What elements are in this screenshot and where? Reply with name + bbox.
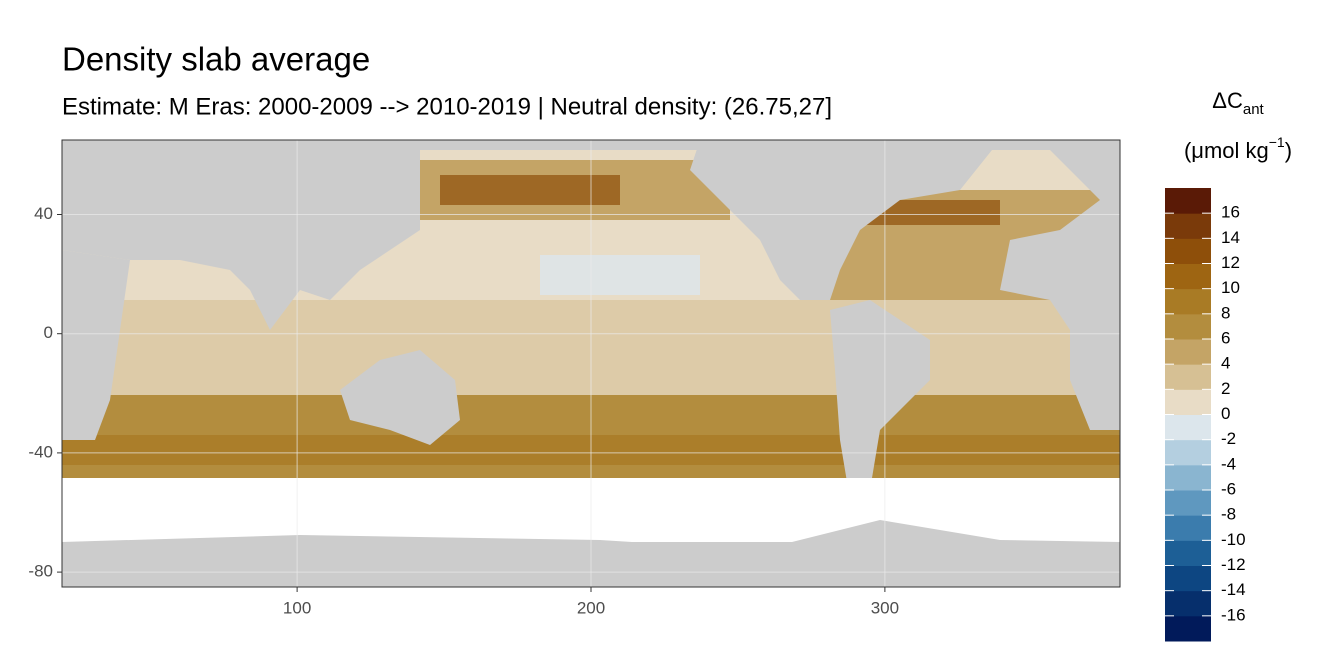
legend-label: -2 (1221, 429, 1236, 448)
x-tick-label: 200 (577, 598, 605, 617)
legend: -16 -14 -12 -10 -8 -6 -4 -2 0 2 4 6 8 10 12 14 16 (1165, 188, 1246, 642)
legend-swatch (1165, 490, 1211, 516)
legend-label: 14 (1221, 228, 1240, 247)
legend-swatch (1165, 515, 1211, 541)
legend-unit-close: ) (1285, 138, 1292, 163)
y-tick-label: 0 (44, 323, 53, 342)
axes: 100 200 300 -80 -40 0 40 (28, 204, 899, 618)
legend-swatch (1165, 540, 1211, 566)
legend-swatch (1165, 464, 1211, 491)
legend-swatch (1165, 364, 1211, 390)
legend-unit: (μmol kg−1) (1184, 134, 1292, 163)
legend-title-subscript: ant (1243, 101, 1265, 118)
legend-swatch (1165, 238, 1211, 264)
chart-subtitle: Estimate: M Eras: 2000-2009 --> 2010-201… (62, 93, 832, 120)
legend-label: 16 (1221, 203, 1240, 222)
grid (62, 140, 1120, 587)
legend-swatch (1165, 313, 1211, 340)
legend-swatch (1165, 389, 1211, 415)
land (830, 300, 930, 500)
legend-swatch (1165, 263, 1211, 290)
ocean-band (440, 175, 620, 205)
legend-swatch (1165, 565, 1211, 592)
legend-label: -4 (1221, 454, 1236, 473)
legend-swatch (1165, 590, 1211, 617)
land (690, 140, 1000, 300)
legend-label: 6 (1221, 328, 1230, 347)
legend-label: 8 (1221, 303, 1230, 322)
land (1000, 140, 1120, 430)
legend-swatch (1165, 414, 1211, 441)
legend-label: 2 (1221, 379, 1230, 398)
map (62, 140, 1120, 587)
legend-swatch (1165, 615, 1211, 642)
y-tick-label: 40 (34, 204, 53, 223)
ocean-band (540, 255, 700, 295)
legend-label: -12 (1221, 555, 1246, 574)
legend-label: 12 (1221, 253, 1240, 272)
legend-swatch (1165, 213, 1211, 239)
legend-label: -16 (1221, 605, 1246, 624)
land (62, 140, 420, 330)
land (62, 250, 130, 440)
y-tick-label: -40 (28, 442, 53, 461)
legend-label: -6 (1221, 479, 1236, 498)
land (340, 350, 460, 445)
legend-title-main: ΔC (1212, 88, 1243, 113)
x-tick-label: 100 (283, 598, 311, 617)
legend-swatch (1165, 288, 1211, 315)
legend-swatch (1165, 339, 1211, 365)
legend-title: ΔCant (1212, 88, 1264, 118)
legend-label: 0 (1221, 404, 1230, 423)
y-tick-label: -80 (28, 562, 53, 581)
legend-label: -10 (1221, 530, 1246, 549)
legend-swatch (1165, 439, 1211, 466)
legend-label: 10 (1221, 278, 1240, 297)
legend-swatch (1165, 188, 1211, 214)
legend-label: 4 (1221, 354, 1230, 373)
chart-title: Density slab average (62, 41, 370, 78)
x-tick-label: 300 (871, 598, 899, 617)
legend-unit-superscript: −1 (1269, 134, 1285, 150)
legend-label: -8 (1221, 505, 1236, 524)
legend-label: -14 (1221, 580, 1246, 599)
legend-unit-main: (μmol kg (1184, 138, 1269, 163)
